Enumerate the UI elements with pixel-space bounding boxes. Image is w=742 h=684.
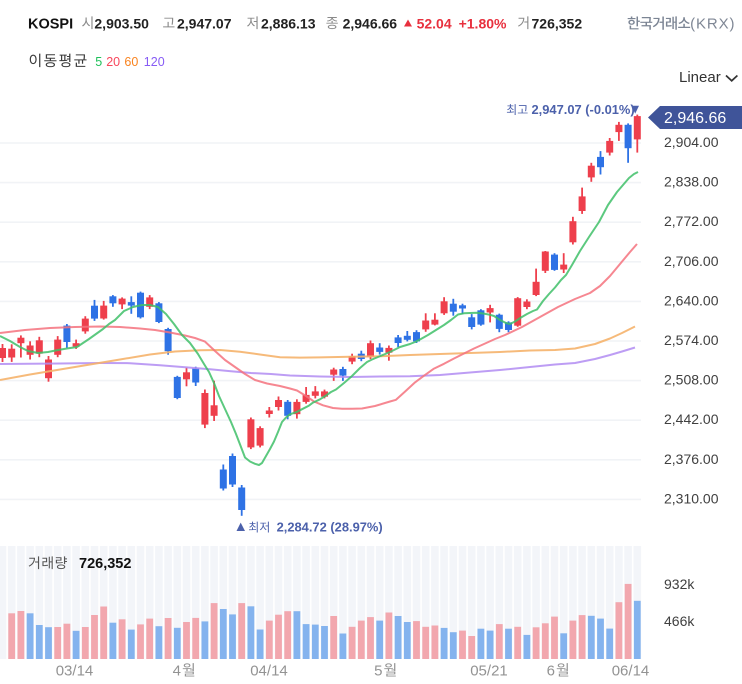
svg-text:2,903.50: 2,903.50	[94, 16, 149, 32]
svg-text:2,640.00: 2,640.00	[664, 292, 719, 308]
svg-text:05/21: 05/21	[470, 663, 508, 680]
svg-text:4: 4	[173, 663, 181, 680]
svg-text:KOSPI: KOSPI	[28, 17, 73, 33]
svg-text:2,946.66: 2,946.66	[343, 16, 398, 32]
svg-text:20: 20	[106, 55, 120, 69]
svg-text:Linear: Linear	[679, 69, 721, 86]
svg-text:120: 120	[144, 55, 165, 69]
svg-text:52.04: 52.04	[417, 16, 452, 32]
svg-text:2,838.00: 2,838.00	[664, 174, 719, 190]
svg-text:2,947.07 (-0.01%): 2,947.07 (-0.01%)	[532, 102, 635, 117]
svg-text:06/14: 06/14	[612, 663, 650, 680]
svg-text:+1.80%: +1.80%	[459, 16, 507, 32]
svg-text:(KRX): (KRX)	[690, 16, 735, 33]
svg-text:2,946.66: 2,946.66	[664, 110, 726, 127]
svg-text:2,442.00: 2,442.00	[664, 411, 719, 427]
svg-text:2,706.00: 2,706.00	[664, 253, 719, 269]
svg-text:466k: 466k	[664, 613, 695, 629]
svg-text:2,772.00: 2,772.00	[664, 213, 719, 229]
svg-text:5: 5	[374, 663, 382, 680]
svg-text:726,352: 726,352	[532, 16, 583, 32]
svg-text:2,904.00: 2,904.00	[664, 134, 719, 150]
svg-text:2,886.13: 2,886.13	[261, 16, 316, 32]
svg-text:2,310.00: 2,310.00	[664, 490, 719, 506]
svg-text:2,508.00: 2,508.00	[664, 372, 719, 388]
svg-text:726,352: 726,352	[79, 556, 131, 572]
svg-text:03/14: 03/14	[56, 663, 94, 680]
svg-text:2,574.00: 2,574.00	[664, 332, 719, 348]
svg-text:2,284.72 (28.97%): 2,284.72 (28.97%)	[277, 520, 383, 535]
svg-text:6: 6	[547, 663, 555, 680]
svg-text:932k: 932k	[664, 576, 695, 592]
svg-text:04/14: 04/14	[250, 663, 288, 680]
svg-text:2,947.07: 2,947.07	[177, 16, 232, 32]
svg-text:2,376.00: 2,376.00	[664, 451, 719, 467]
svg-text:60: 60	[124, 55, 138, 69]
svg-text:5: 5	[95, 55, 102, 69]
